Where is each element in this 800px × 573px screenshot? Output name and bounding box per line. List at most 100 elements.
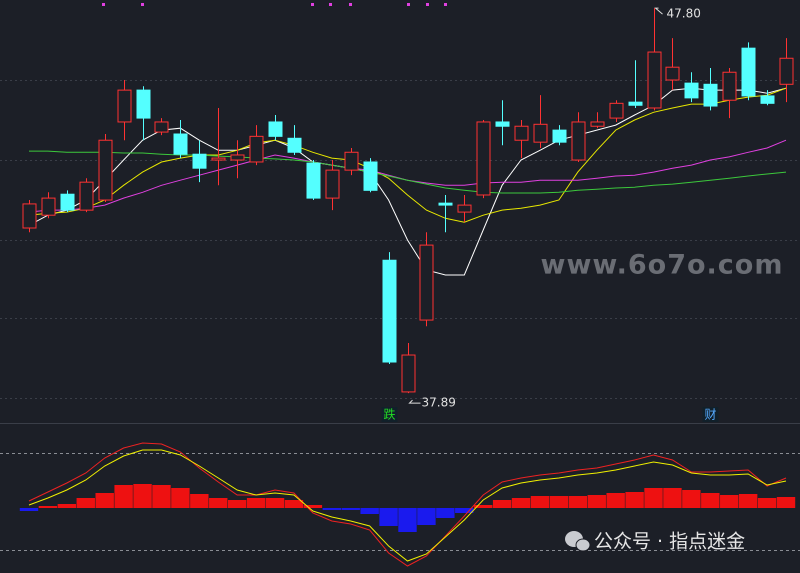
marker [349, 3, 352, 6]
candle-body [665, 66, 680, 81]
candle-body [22, 203, 37, 229]
candle-body [438, 202, 453, 206]
histogram-bar [625, 492, 644, 508]
histogram-bar [644, 488, 663, 508]
histogram-bar [303, 505, 323, 508]
histogram-bar [587, 495, 606, 508]
plot-layer: 跌 财 47.80 37.89 [0, 7, 800, 567]
candle-body [287, 137, 302, 153]
top-markers [102, 3, 447, 6]
moving-average-line [28, 87, 787, 223]
histogram-bar [549, 496, 569, 508]
histogram-bar [474, 505, 493, 508]
candle-body [154, 121, 169, 133]
candle-body [703, 83, 718, 107]
candle-body [325, 169, 340, 199]
histogram-bar [360, 508, 379, 514]
candle-body [98, 139, 113, 201]
candle-body [401, 354, 416, 393]
histogram-bar [398, 508, 417, 532]
histogram-bar [606, 493, 625, 508]
candle-body [533, 123, 548, 143]
candle-body [552, 129, 567, 143]
histogram-bar [171, 488, 190, 508]
candle-body [306, 162, 321, 199]
histogram-bar [417, 508, 436, 525]
histogram-bar [227, 500, 247, 508]
candle-body [249, 135, 264, 163]
candle-body [117, 89, 132, 123]
histogram-bar [738, 494, 758, 508]
wechat-icon [565, 531, 591, 552]
candle-body [741, 47, 756, 97]
annotation-arrow [654, 7, 663, 15]
candle-body [457, 204, 472, 213]
histogram-bar [455, 508, 474, 513]
candle-body [476, 121, 491, 196]
moving-average-line [29, 150, 787, 194]
histogram-bar [492, 500, 512, 508]
candle-body [684, 82, 699, 99]
histogram-bar [322, 508, 341, 510]
histogram-bar [682, 490, 701, 508]
candle-body [79, 181, 94, 211]
histogram-bar [76, 498, 95, 508]
candle-body [609, 102, 624, 119]
candle-body [590, 121, 605, 127]
candle-body [173, 133, 188, 155]
histogram-bar [152, 485, 171, 508]
candle-body [760, 95, 775, 104]
candle-body [382, 259, 397, 363]
watermark: www.6o7o.com [541, 250, 784, 281]
candle-body [344, 151, 359, 171]
histogram-bar [530, 496, 550, 508]
histogram-bar [720, 495, 739, 508]
signal-label: 跌 [383, 407, 395, 422]
candle-body [230, 154, 245, 161]
candle-body [628, 101, 643, 106]
histogram-bar [776, 497, 796, 508]
histogram-bar [265, 498, 285, 508]
marker [407, 3, 410, 6]
histogram-bar [379, 508, 398, 526]
histogram-bar [246, 498, 266, 508]
candle-body [514, 125, 529, 141]
histogram-bar [663, 488, 682, 508]
histogram-bar [341, 508, 360, 510]
candle-body [268, 121, 283, 137]
histogram-bar [114, 485, 133, 508]
histogram-bar [568, 496, 588, 508]
candle-body [60, 193, 75, 211]
candle-body [722, 71, 737, 101]
candle-body [495, 121, 510, 127]
signal-label: 财 [704, 408, 716, 422]
candle-body [419, 244, 434, 321]
candle-body [363, 161, 378, 191]
icon-bubble [575, 538, 591, 552]
candle-body [647, 51, 662, 109]
candle-body [41, 197, 56, 216]
candle-body [136, 89, 151, 119]
histogram-bar [190, 494, 209, 508]
signal-box [702, 407, 719, 422]
histogram-bar [284, 500, 304, 508]
histogram-bar [436, 508, 455, 518]
marker [444, 3, 447, 6]
histogram-bar [57, 504, 77, 508]
histogram-bar [38, 506, 58, 508]
indicator-line [28, 449, 787, 562]
histogram-bar [95, 493, 114, 508]
histogram-bar [209, 498, 228, 508]
histogram-bar [757, 498, 777, 508]
annotation-label: 37.89 [422, 396, 456, 410]
marker [102, 3, 105, 6]
candle-body [192, 153, 207, 169]
histogram-bar [701, 493, 720, 508]
indicator-line [28, 442, 787, 567]
candle-body [571, 121, 586, 161]
marker [141, 3, 144, 6]
histogram-bar [19, 508, 39, 511]
